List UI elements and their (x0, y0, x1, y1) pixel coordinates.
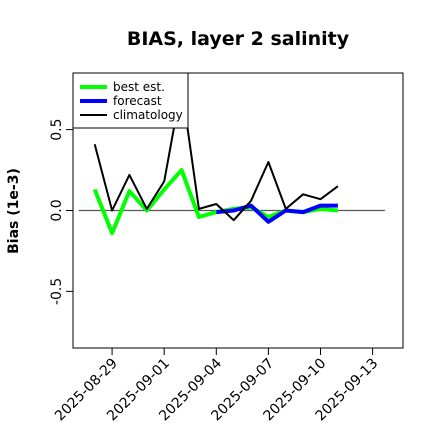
legend-label: forecast (113, 94, 162, 108)
y-tick-label: 0.0 (49, 199, 65, 221)
y-tick-label: 0.5 (49, 118, 65, 140)
series-line-forecast (216, 203, 338, 224)
chart-title: BIAS, layer 2 salinity (127, 28, 350, 50)
y-axis-label: Bias (1e-3) (6, 168, 22, 254)
legend-label: climatology (113, 108, 183, 122)
series-line-climatology (93, 84, 339, 222)
legend-label: best est. (113, 80, 165, 94)
y-tick-label: -0.5 (49, 278, 65, 305)
